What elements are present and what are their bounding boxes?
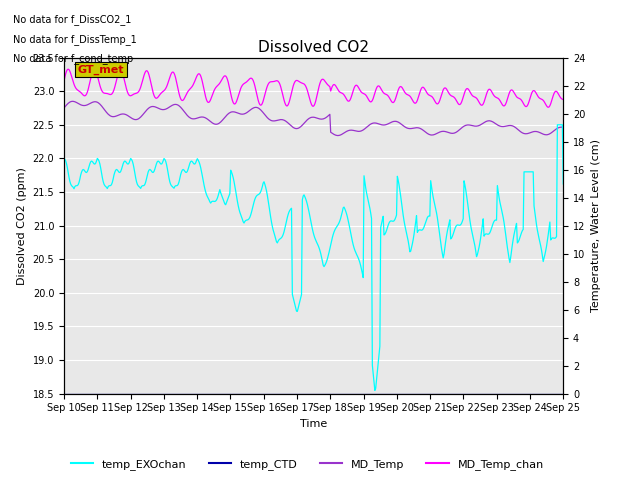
Text: No data for f_cond_temp: No data for f_cond_temp xyxy=(13,53,133,64)
Legend: temp_EXOchan, temp_CTD, MD_Temp, MD_Temp_chan: temp_EXOchan, temp_CTD, MD_Temp, MD_Temp… xyxy=(66,455,548,474)
X-axis label: Time: Time xyxy=(300,419,327,429)
Text: No data for f_DissCO2_1: No data for f_DissCO2_1 xyxy=(13,14,131,25)
Y-axis label: Dissolved CO2 (ppm): Dissolved CO2 (ppm) xyxy=(17,167,27,285)
Text: GT_met: GT_met xyxy=(77,64,124,75)
Text: No data for f_DissTemp_1: No data for f_DissTemp_1 xyxy=(13,34,136,45)
Y-axis label: Temperature, Water Level (cm): Temperature, Water Level (cm) xyxy=(591,139,601,312)
Title: Dissolved CO2: Dissolved CO2 xyxy=(258,40,369,55)
